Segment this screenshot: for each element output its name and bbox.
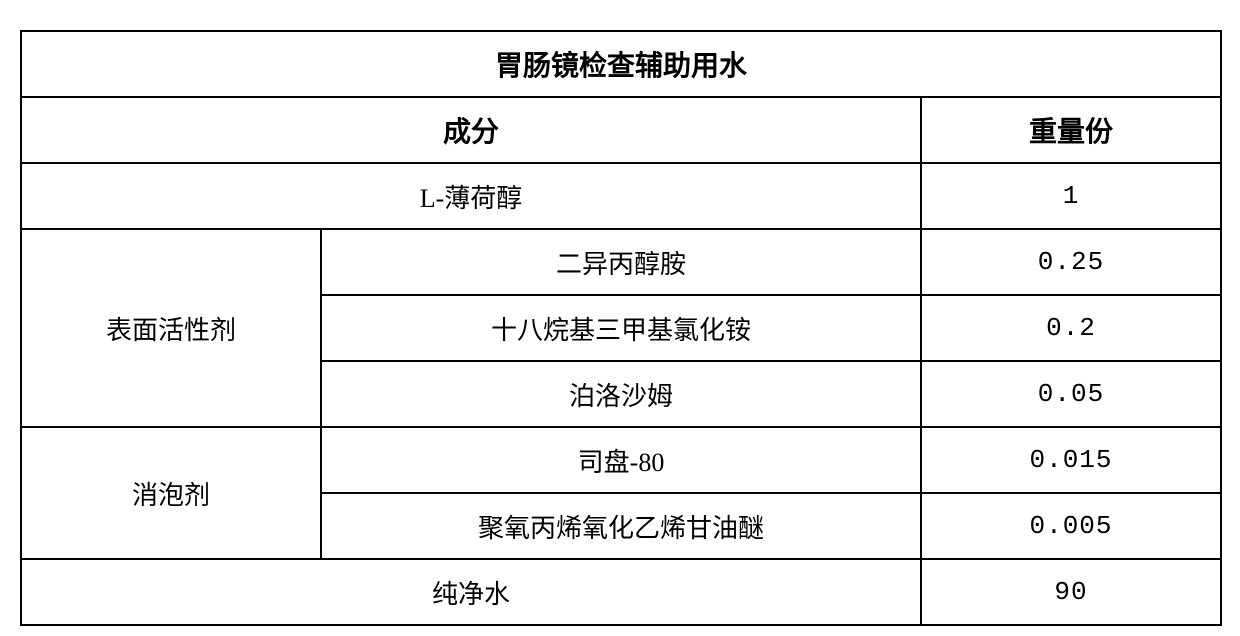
ingredient-name: 聚氧丙烯氧化乙烯甘油醚 [321, 493, 921, 559]
composition-table: 胃肠镜检查辅助用水 成分 重量份 L-薄荷醇 1 表面活性剂 二异丙醇胺 0.2… [20, 30, 1222, 626]
header-weight: 重量份 [921, 97, 1221, 163]
ingredient-name: 司盘-80 [321, 427, 921, 493]
table-row: 消泡剂 司盘-80 0.015 [21, 427, 1221, 493]
header-ingredient: 成分 [21, 97, 921, 163]
ingredient-weight: 0.05 [921, 361, 1221, 427]
ingredient-weight: 0.005 [921, 493, 1221, 559]
table-row: L-薄荷醇 1 [21, 163, 1221, 229]
ingredient-weight: 0.25 [921, 229, 1221, 295]
table-title: 胃肠镜检查辅助用水 [21, 31, 1221, 97]
table-row: 表面活性剂 二异丙醇胺 0.25 [21, 229, 1221, 295]
ingredient-weight: 0.015 [921, 427, 1221, 493]
table-row: 纯净水 90 [21, 559, 1221, 625]
ingredient-weight: 90 [921, 559, 1221, 625]
category-label: 表面活性剂 [21, 229, 321, 427]
ingredient-name: 二异丙醇胺 [321, 229, 921, 295]
table-title-row: 胃肠镜检查辅助用水 [21, 31, 1221, 97]
ingredient-name: L-薄荷醇 [21, 163, 921, 229]
ingredient-name: 泊洛沙姆 [321, 361, 921, 427]
ingredient-name: 纯净水 [21, 559, 921, 625]
table-header-row: 成分 重量份 [21, 97, 1221, 163]
category-label: 消泡剂 [21, 427, 321, 559]
ingredient-weight: 0.2 [921, 295, 1221, 361]
ingredient-weight: 1 [921, 163, 1221, 229]
ingredient-name: 十八烷基三甲基氯化铵 [321, 295, 921, 361]
